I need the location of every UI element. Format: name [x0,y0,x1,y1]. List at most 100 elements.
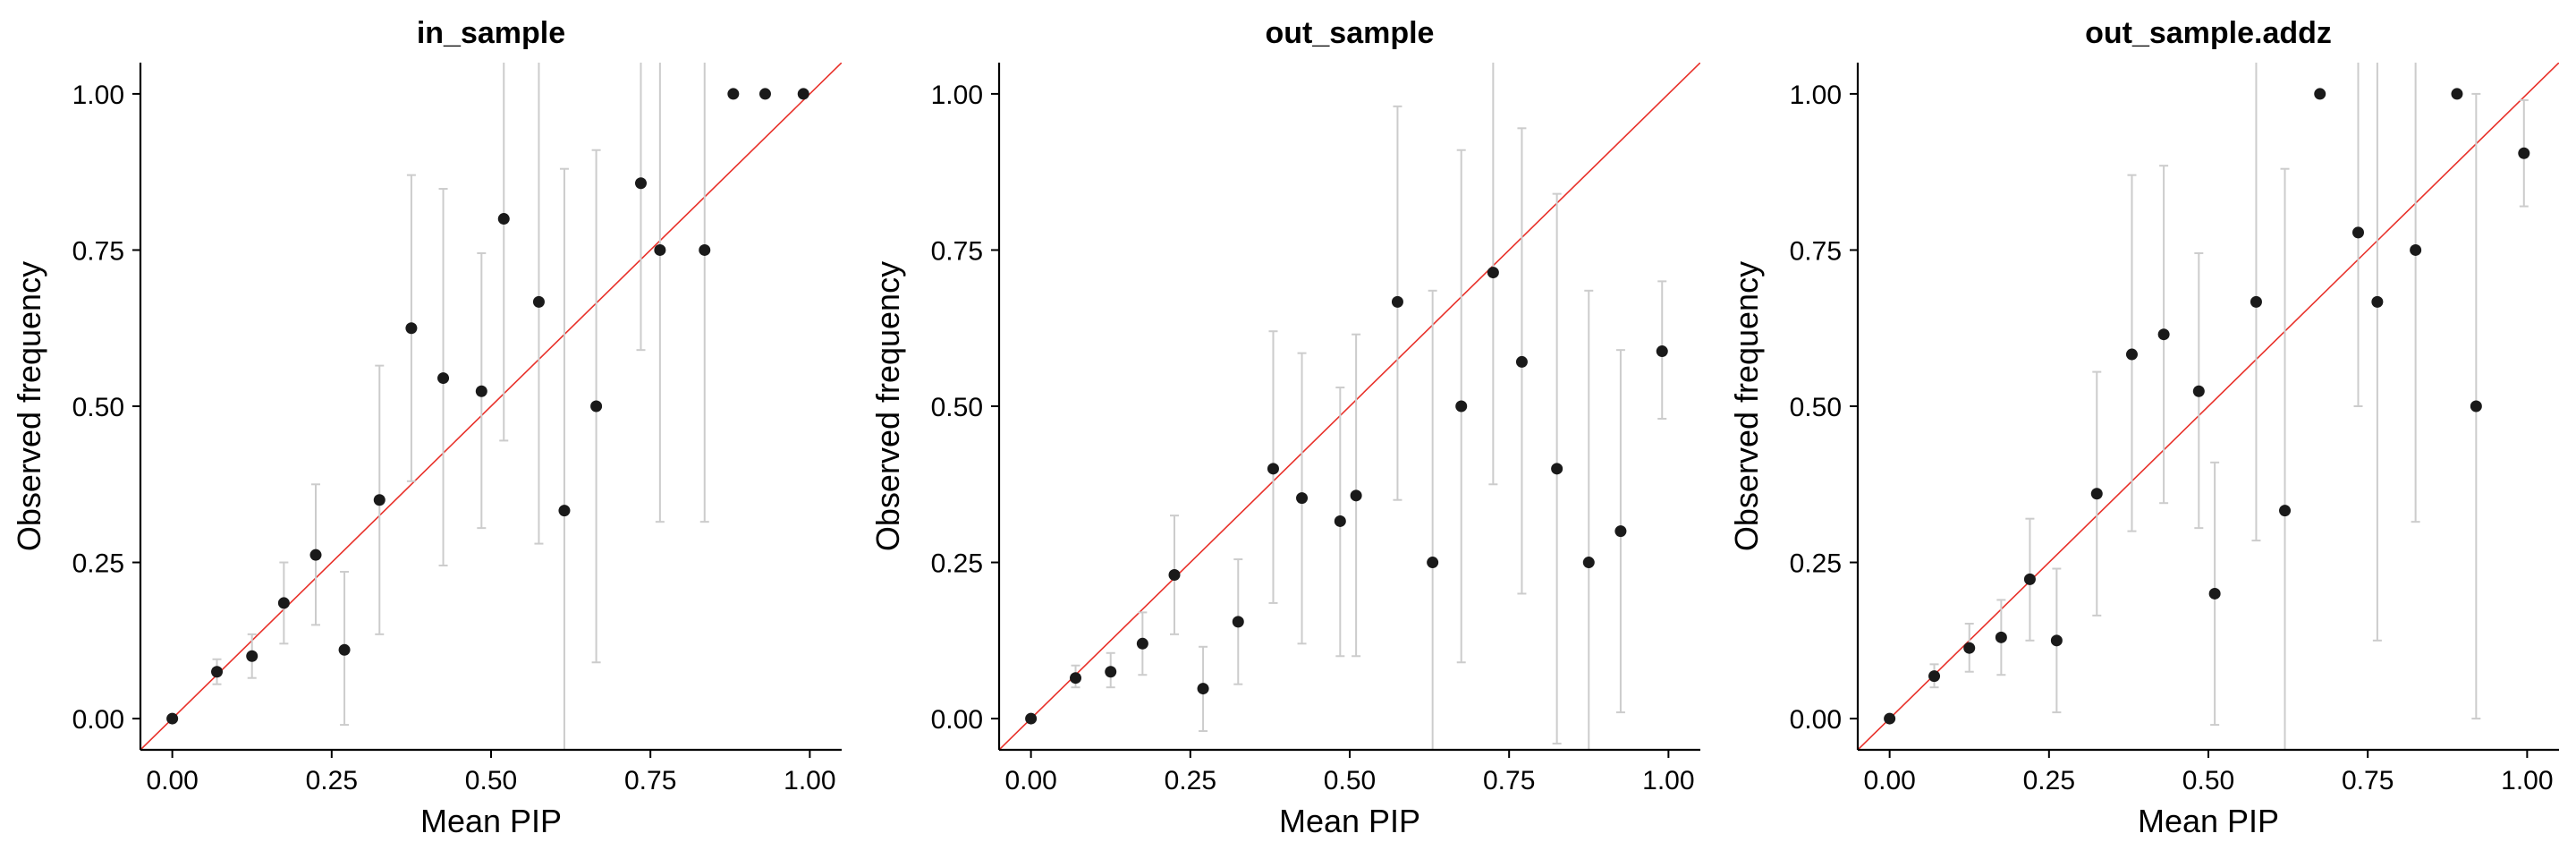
data-point [532,295,545,308]
data-point [2410,243,2422,256]
data-point [1515,355,1528,368]
x-tick-label: 1.00 [1642,766,1694,795]
data-point [405,322,418,335]
y-tick-label: 1.00 [72,81,124,110]
panel-out-sample-addz: out_sample.addz Mean PIP Observed freque… [1728,16,2559,839]
error-bar [636,63,646,352]
data-point [2518,147,2530,159]
data-point [699,243,711,256]
data-point [437,372,450,385]
y-tick-label: 0.00 [931,705,983,735]
data-point [1391,295,1403,308]
data-point [758,88,771,100]
data-point [634,177,647,190]
data-point [1427,557,1439,569]
data-point [2451,88,2463,100]
y-tick-label: 0.50 [1790,393,1842,422]
x-axis-label: Mean PIP [420,803,562,839]
y-tick-label: 0.50 [72,393,124,422]
data-point [2470,400,2482,412]
data-point [2125,348,2138,361]
y-tick-label: 0.25 [72,549,124,579]
data-point [1656,345,1668,358]
panel-in-sample: in_sample Mean PIP Observed frequency 0.… [11,16,842,839]
data-point [558,505,571,517]
data-point [373,494,386,506]
data-point [1070,672,1082,685]
diagonal-reference-line [1858,63,2559,750]
x-tick-label: 0.75 [1483,766,1535,795]
data-point [2023,573,2036,585]
data-point [1995,631,2007,643]
y-tick-label: 0.00 [72,705,124,735]
y-tick-label: 0.50 [931,393,983,422]
x-axis-label: Mean PIP [1279,803,1420,839]
data-point [2157,328,2170,341]
data-point [1105,666,1117,678]
data-point [1614,525,1627,538]
error-bar [699,63,709,523]
data-point [166,712,179,725]
x-tick-label: 0.25 [2023,766,2075,795]
data-point [1455,400,1468,412]
data-point [2050,634,2063,647]
panel-title: out_sample.addz [2085,16,2332,50]
data-point [1350,489,1362,502]
x-tick-label: 1.00 [2501,766,2553,795]
y-tick-label: 1.00 [931,81,983,110]
y-tick-label: 0.75 [72,236,124,266]
data-point [2192,385,2205,397]
data-point [1928,670,1941,683]
y-axis-label: Observed frequency [11,261,47,551]
data-point [1232,616,1244,628]
data-point [277,597,290,609]
error-bar [655,63,665,523]
data-point [1487,267,1499,279]
y-axis-label: Observed frequency [869,261,906,551]
diagonal-reference-line [140,63,842,750]
y-tick-label: 0.25 [931,549,983,579]
panel-out-sample: out_sample Mean PIP Observed frequency 0… [869,16,1700,839]
x-tick-label: 0.00 [146,766,198,795]
panel-title: in_sample [417,16,565,50]
x-axis-label: Mean PIP [2138,803,2279,839]
data-point [654,243,666,256]
data-point [1334,515,1346,527]
data-point [1168,569,1181,582]
y-tick-label: 0.75 [1790,236,1842,266]
error-bar [499,63,509,442]
y-tick-label: 0.25 [1790,549,1842,579]
data-point [338,643,351,656]
data-point [246,650,258,662]
data-point [2208,587,2221,600]
data-point [1136,637,1148,650]
data-point [475,385,487,397]
x-tick-label: 0.25 [306,766,358,795]
data-point [1551,463,1563,475]
data-point [309,549,322,561]
data-point [1025,712,1038,725]
x-tick-label: 0.75 [2342,766,2394,795]
data-point [2279,505,2292,517]
plot-area [991,63,1700,758]
data-point [211,666,224,678]
data-point [2250,295,2262,308]
data-point [1296,492,1309,505]
x-tick-label: 0.50 [465,766,517,795]
y-tick-label: 1.00 [1790,81,1842,110]
data-point [1582,557,1595,569]
y-tick-label: 0.75 [931,236,983,266]
plot-area [132,63,842,758]
x-tick-label: 0.75 [624,766,676,795]
data-point [1197,683,1209,695]
data-point [2314,88,2326,100]
x-tick-label: 0.00 [1004,766,1056,795]
data-point [797,88,809,100]
data-point [590,400,603,412]
data-point [2090,488,2103,500]
panel-title: out_sample [1266,16,1435,50]
x-tick-label: 0.00 [1863,766,1915,795]
diagonal-reference-line [999,63,1700,750]
